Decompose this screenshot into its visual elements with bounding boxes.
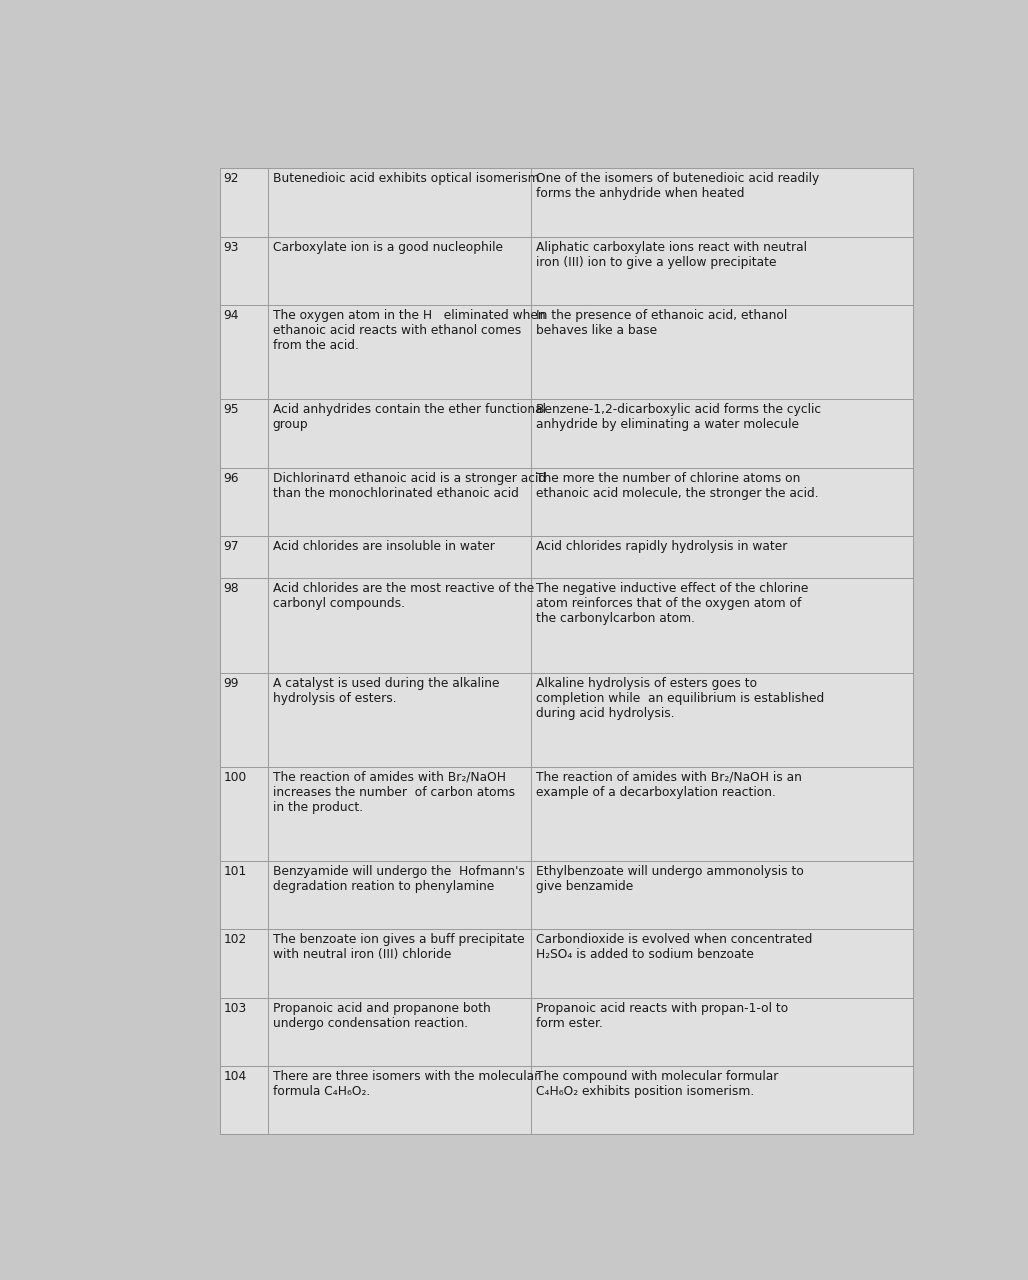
Bar: [220, 997, 268, 1066]
Bar: [268, 1066, 530, 1134]
Bar: [220, 1066, 268, 1134]
Bar: [530, 237, 913, 305]
Bar: [530, 399, 913, 467]
Text: 104: 104: [223, 1070, 247, 1083]
Bar: [220, 536, 268, 579]
Bar: [530, 767, 913, 861]
Text: 95: 95: [223, 403, 238, 416]
Bar: [268, 997, 530, 1066]
Text: The reaction of amides with Br₂/NaOH is an
example of a decarboxylation reaction: The reaction of amides with Br₂/NaOH is …: [536, 771, 802, 799]
Bar: [268, 767, 530, 861]
Text: The negative inductive effect of the chlorine
atom reinforces that of the oxygen: The negative inductive effect of the chl…: [536, 582, 808, 626]
Bar: [220, 169, 268, 237]
Text: 101: 101: [223, 865, 247, 878]
Text: Acid chlorides are insoluble in water: Acid chlorides are insoluble in water: [272, 540, 494, 553]
Bar: [220, 467, 268, 536]
Bar: [530, 929, 913, 997]
Bar: [530, 169, 913, 237]
Text: Propanoic acid reacts with propan-1-ol to
form ester.: Propanoic acid reacts with propan-1-ol t…: [536, 1001, 787, 1029]
Bar: [530, 579, 913, 672]
Bar: [530, 672, 913, 767]
Bar: [268, 169, 530, 237]
Text: A catalyst is used during the alkaline
hydrolysis of esters.: A catalyst is used during the alkaline h…: [272, 677, 500, 704]
Text: 98: 98: [223, 582, 238, 595]
Text: One of the isomers of butenedioic acid readily
forms the anhydride when heated: One of the isomers of butenedioic acid r…: [536, 173, 819, 201]
Text: Acid chlorides are the most reactive of the
carbonyl compounds.: Acid chlorides are the most reactive of …: [272, 582, 534, 611]
Text: The reaction of amides with Br₂/NaOH
increases the number  of carbon atoms
in th: The reaction of amides with Br₂/NaOH inc…: [272, 771, 515, 814]
Text: 97: 97: [223, 540, 238, 553]
Text: 100: 100: [223, 771, 247, 783]
Text: Benzyamide will undergo the  Hofmann's
degradation reation to phenylamine: Benzyamide will undergo the Hofmann's de…: [272, 865, 524, 893]
Bar: [268, 536, 530, 579]
Text: 99: 99: [223, 677, 238, 690]
Bar: [220, 237, 268, 305]
Text: There are three isomers with the molecular
formula C₄H₆O₂.: There are three isomers with the molecul…: [272, 1070, 539, 1098]
Text: The oxygen atom in the H   eliminated when
ethanoic acid reacts with ethanol com: The oxygen atom in the H eliminated when…: [272, 308, 545, 352]
Bar: [268, 929, 530, 997]
Bar: [530, 997, 913, 1066]
Bar: [268, 305, 530, 399]
Text: Aliphatic carboxylate ions react with neutral
iron (III) ion to give a yellow pr: Aliphatic carboxylate ions react with ne…: [536, 241, 807, 269]
Bar: [268, 399, 530, 467]
Text: The benzoate ion gives a buff precipitate
with neutral iron (III) chloride: The benzoate ion gives a buff precipitat…: [272, 933, 524, 961]
Text: Acid anhydrides contain the ether functional
group: Acid anhydrides contain the ether functi…: [272, 403, 546, 431]
Text: 93: 93: [223, 241, 238, 253]
Text: In the presence of ethanoic acid, ethanol
behaves like a base: In the presence of ethanoic acid, ethano…: [536, 308, 786, 337]
Bar: [268, 467, 530, 536]
Bar: [220, 929, 268, 997]
Bar: [220, 861, 268, 929]
Text: Benzene-1,2-dicarboxylic acid forms the cyclic
anhydride by eliminating a water : Benzene-1,2-dicarboxylic acid forms the …: [536, 403, 820, 431]
Text: Carbondioxide is evolved when concentrated
H₂SO₄ is added to sodium benzoate: Carbondioxide is evolved when concentrat…: [536, 933, 812, 961]
Text: The more the number of chlorine atoms on
ethanoic acid molecule, the stronger th: The more the number of chlorine atoms on…: [536, 471, 818, 499]
Bar: [220, 767, 268, 861]
Text: Alkaline hydrolysis of esters goes to
completion while  an equilibrium is establ: Alkaline hydrolysis of esters goes to co…: [536, 677, 823, 719]
Bar: [268, 237, 530, 305]
Text: Dichlorinатd ethanoic acid is a stronger acid
than the monochlorinated ethanoic : Dichlorinатd ethanoic acid is a stronger…: [272, 471, 546, 499]
Bar: [268, 672, 530, 767]
Bar: [530, 861, 913, 929]
Bar: [220, 399, 268, 467]
Text: Butenedioic acid exhibits optical isomerism: Butenedioic acid exhibits optical isomer…: [272, 173, 540, 186]
Text: The compound with molecular formular
C₄H₆O₂ exhibits position isomerism.: The compound with molecular formular C₄H…: [536, 1070, 778, 1098]
Bar: [220, 305, 268, 399]
Text: 94: 94: [223, 308, 238, 323]
Bar: [530, 467, 913, 536]
Bar: [220, 579, 268, 672]
Text: 103: 103: [223, 1001, 247, 1015]
Text: Propanoic acid and propanone both
undergo condensation reaction.: Propanoic acid and propanone both underg…: [272, 1001, 490, 1029]
Text: Carboxylate ion is a good nucleophile: Carboxylate ion is a good nucleophile: [272, 241, 503, 253]
Text: 92: 92: [223, 173, 238, 186]
Bar: [268, 579, 530, 672]
Bar: [530, 1066, 913, 1134]
Text: 96: 96: [223, 471, 238, 485]
Text: Ethylbenzoate will undergo ammonolysis to
give benzamide: Ethylbenzoate will undergo ammonolysis t…: [536, 865, 804, 893]
Text: Acid chlorides rapidly hydrolysis in water: Acid chlorides rapidly hydrolysis in wat…: [536, 540, 787, 553]
Bar: [268, 861, 530, 929]
Bar: [220, 672, 268, 767]
Text: 102: 102: [223, 933, 247, 946]
Bar: [530, 305, 913, 399]
Bar: [530, 536, 913, 579]
